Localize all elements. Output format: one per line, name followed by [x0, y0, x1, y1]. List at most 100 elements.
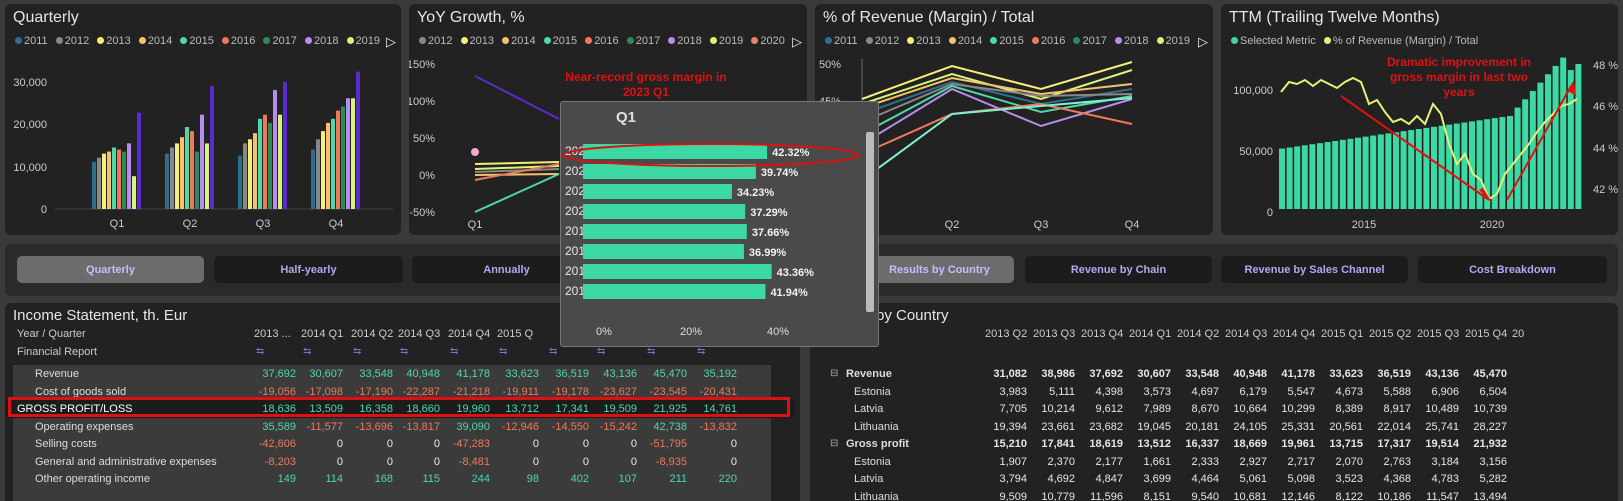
legend-item[interactable]: 2012	[419, 35, 452, 47]
bar[interactable]	[583, 284, 766, 299]
column-header[interactable]: 20	[1512, 328, 1525, 340]
collapse-icon[interactable]: ⊟	[830, 368, 839, 379]
tab-half-yearly[interactable]: Half-yearly	[214, 256, 403, 283]
legend-item[interactable]: 2015	[180, 35, 214, 47]
table-row[interactable]: Selling costs -42,606 0 0 0 -47,283 0 0 0 -51,795…	[5, 435, 795, 453]
table-row[interactable]: ⊟ Revenue 31,082 38,986 37,692 30,607 33,548 40…	[810, 365, 1618, 383]
table-cell: 42,738	[653, 420, 687, 433]
column-header[interactable]: 2013 Q2	[985, 328, 1028, 340]
expand-icon[interactable]: ⇆	[499, 346, 508, 357]
legend-item[interactable]: 2015	[990, 35, 1024, 47]
column-header[interactable]: 2015 Q	[497, 328, 534, 340]
column-header[interactable]: 2013 Q3	[1033, 328, 1076, 340]
column-header[interactable]: 2015 Q4	[1465, 328, 1508, 340]
column-header[interactable]: 2015 Q1	[1321, 328, 1364, 340]
legend-item[interactable]: 2012	[865, 35, 899, 47]
country-panel: by Country 2013 Q2 2013 Q3 2013 Q4 2014 Q1 2…	[810, 303, 1618, 501]
legend-item[interactable]: 2011	[825, 35, 858, 47]
table-row[interactable]: Lithuania 19,394 23,661 23,682 19,045 20,181 2…	[810, 418, 1618, 436]
bar[interactable]	[583, 164, 756, 179]
table-row[interactable]: Cost of goods sold -19,056 -17,098 -17,190-…	[5, 383, 795, 401]
legend-next-icon[interactable]: ▷	[792, 34, 802, 49]
column-header[interactable]: 2015 Q3	[1417, 328, 1460, 340]
x-tick: Q4	[329, 218, 344, 230]
column-header[interactable]: 2014 Q3	[1225, 328, 1268, 340]
column-header[interactable]: 2013 Q4	[1081, 328, 1124, 340]
collapse-icon[interactable]: ⊟	[830, 438, 839, 449]
quarterly-legend[interactable]: 2011 2012 2013 2014 2015 2016 2017 2018 …	[15, 35, 385, 47]
legend-item[interactable]: 2017	[263, 35, 297, 47]
column-header[interactable]: 2014 Q4	[1273, 328, 1316, 340]
column-header[interactable]: 2013 ...	[254, 328, 291, 340]
bar[interactable]	[583, 204, 746, 219]
column-header[interactable]: 2014 Q1	[301, 328, 344, 340]
bar[interactable]	[583, 244, 744, 259]
table-cell: 37,692	[262, 368, 296, 380]
legend-item[interactable]: 2013	[460, 35, 494, 47]
table-row[interactable]: Operating expenses 35,589 -11,577 -13,696 -1…	[5, 418, 795, 436]
table-row[interactable]: Latvia 3,794 4,692 4,847 3,699 4,464 5,061 5,09…	[810, 470, 1618, 488]
table-cell: 36,519	[555, 368, 589, 380]
table-row[interactable]: Lithuania 9,509 10,779 11,596 8,151 9,540 10,6…	[810, 488, 1618, 501]
expand-icon[interactable]: ⇆	[353, 346, 362, 357]
expand-icon[interactable]: ⇆	[450, 346, 459, 357]
legend-next-icon[interactable]: ▷	[1198, 34, 1208, 49]
legend-item[interactable]: 2020	[751, 35, 785, 47]
table-row[interactable]: Latvia 7,705 10,214 9,612 7,989 8,670 10,664 10…	[810, 400, 1618, 418]
legend-item[interactable]: 2017	[1073, 35, 1107, 47]
legend-item[interactable]: % of Revenue (Margin) / Total	[1323, 35, 1478, 47]
legend-item[interactable]: 2013	[97, 35, 131, 47]
bar[interactable]	[583, 144, 768, 159]
legend-item[interactable]: 2019	[709, 35, 743, 47]
expand-icon[interactable]: ⇆	[256, 346, 265, 357]
ttm-legend[interactable]: Selected Metric % of Revenue (Margin) / …	[1231, 35, 1483, 47]
legend-item[interactable]: 2014	[502, 35, 536, 47]
column-header[interactable]: 2014 Q4	[448, 328, 491, 340]
table-row[interactable]: Estonia 1,907 2,370 2,177 1,661 2,333 2,927 2,7…	[810, 453, 1618, 471]
legend-item[interactable]: 2018	[305, 35, 338, 47]
table-row[interactable]: ⊟ Gross profit 15,210 17,841 18,619 13,512 16,…	[810, 435, 1618, 453]
tab-revenue-by-chain[interactable]: Revenue by Chain	[1025, 256, 1212, 283]
table-row[interactable]: General and administrative expenses -8,20…	[5, 453, 795, 471]
table-row[interactable]: Revenue 37,692 30,607 33,548 40,948 41,178 33,…	[5, 365, 795, 383]
margin-legend[interactable]: 2011 2012 2013 2014 2015 2016 2017 2018 …	[825, 35, 1195, 47]
legend-item[interactable]: Selected Metric	[1231, 35, 1316, 47]
expand-icon[interactable]: ⇆	[400, 346, 409, 357]
column-header[interactable]: 2014 Q2	[351, 328, 394, 340]
column-header[interactable]: 2014 Q1	[1129, 328, 1172, 340]
bar[interactable]	[583, 264, 772, 279]
column-header[interactable]: 2015 Q2	[1369, 328, 1412, 340]
legend-item[interactable]: 2018	[668, 35, 702, 47]
tab-revenue-by-sales-channel[interactable]: Revenue by Sales Channel	[1221, 256, 1408, 283]
table-row[interactable]: GROSS PROFIT/LOSS 18,636 13,509 16,358 18,66…	[5, 397, 795, 418]
table-row[interactable]: Other operating income 149 114 168 115 244 98 4…	[5, 470, 795, 488]
legend-next-icon[interactable]: ▷	[386, 34, 396, 49]
legend-item[interactable]: 2016	[585, 35, 619, 47]
legend-item[interactable]: 2016	[221, 35, 255, 47]
expand-icon[interactable]: ⇆	[697, 346, 706, 357]
yoy-legend[interactable]: 2012 2013 2014 2015 2016 2017 2018 2019 …	[419, 35, 790, 47]
legend-item[interactable]: 2015	[543, 35, 577, 47]
table-row[interactable]: Estonia 3,983 5,111 4,398 3,573 4,697 6,179 5,5…	[810, 383, 1618, 401]
legend-item[interactable]: 2012	[55, 35, 89, 47]
expand-icon[interactable]: ⇆	[549, 346, 558, 357]
column-header[interactable]: 2014 Q3	[398, 328, 441, 340]
bar[interactable]	[583, 224, 747, 239]
legend-item[interactable]: 2019	[1156, 35, 1190, 47]
expand-icon[interactable]: ⇆	[647, 346, 656, 357]
popup-scrollbar[interactable]	[866, 132, 874, 312]
legend-item[interactable]: 2014	[948, 35, 982, 47]
legend-item[interactable]: 2018	[1115, 35, 1148, 47]
legend-item[interactable]: 2014	[138, 35, 172, 47]
legend-item[interactable]: 2019	[346, 35, 380, 47]
column-header[interactable]: 2014 Q2	[1177, 328, 1220, 340]
legend-item[interactable]: 2016	[1031, 35, 1065, 47]
expand-icon[interactable]: ⇆	[303, 346, 312, 357]
expand-icon[interactable]: ⇆	[597, 346, 606, 357]
tab-quarterly[interactable]: Quarterly	[17, 256, 204, 283]
legend-item[interactable]: 2017	[626, 35, 660, 47]
legend-item[interactable]: 2011	[15, 35, 48, 47]
tab-cost-breakdown[interactable]: Cost Breakdown	[1418, 256, 1607, 283]
legend-item[interactable]: 2013	[907, 35, 941, 47]
bar[interactable]	[583, 184, 732, 199]
